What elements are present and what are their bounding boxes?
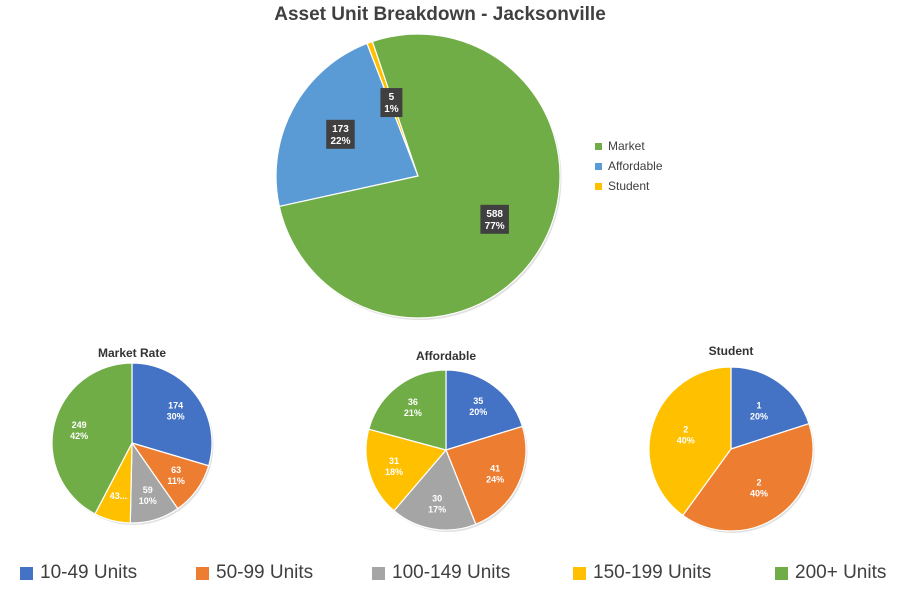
pie-slice-affordable-10-49-units — [445, 369, 524, 451]
legend-swatch — [595, 182, 602, 190]
legend-swatch — [372, 566, 385, 580]
svg-text:59: 59 — [143, 485, 153, 495]
svg-text:2: 2 — [756, 477, 761, 487]
legend-label: 150-199 Units — [593, 562, 712, 583]
svg-text:31: 31 — [389, 456, 399, 466]
pie-slice-affordable-150-199-units — [365, 428, 448, 512]
svg-text:63: 63 — [171, 465, 181, 475]
svg-text:2: 2 — [683, 424, 688, 434]
pie-title-student: Student — [709, 344, 754, 358]
svg-text:20%: 20% — [469, 407, 487, 417]
legend-item-10-49-units: 10-49 Units — [20, 562, 137, 584]
data-label-student-10-49-units: 120% — [750, 401, 768, 422]
pie-title-market-rate: Market Rate — [98, 346, 166, 360]
svg-text:42%: 42% — [70, 431, 88, 441]
legend-label: Affordable — [608, 159, 663, 173]
svg-text:249: 249 — [72, 420, 87, 430]
legend-label: 200+ Units — [795, 562, 887, 583]
svg-text:173: 173 — [332, 124, 349, 135]
svg-text:18%: 18% — [385, 467, 403, 477]
svg-text:30%: 30% — [167, 411, 185, 421]
svg-text:1%: 1% — [384, 104, 399, 115]
data-label-student-50-99-units: 240% — [750, 477, 768, 498]
pie-title-affordable: Affordable — [416, 349, 476, 363]
legend-item-50-99-units: 50-99 Units — [196, 562, 313, 584]
svg-text:11%: 11% — [167, 476, 185, 486]
svg-text:36: 36 — [408, 397, 418, 407]
legend-swatch — [775, 566, 788, 580]
svg-text:17%: 17% — [428, 505, 446, 515]
svg-text:41: 41 — [490, 463, 500, 473]
svg-text:30: 30 — [432, 494, 442, 504]
legend-label: Student — [608, 179, 650, 193]
svg-text:20%: 20% — [750, 412, 768, 422]
svg-text:35: 35 — [473, 396, 483, 406]
legend-swatch — [196, 566, 209, 580]
pie-slice-market-rate-200-units — [51, 362, 133, 515]
pie-slice-market-rate-10-49-units — [131, 362, 213, 467]
svg-text:40%: 40% — [750, 488, 768, 498]
main-legend: Market Affordable Student — [595, 136, 663, 196]
legend-item-market: Market — [595, 136, 663, 156]
pie-slice-student-50-99-units — [681, 422, 814, 532]
legend-item-200-units: 200+ Units — [775, 562, 886, 584]
legend-swatch — [20, 566, 33, 580]
bottom-legend: 10-49 Units 50-99 Units 100-149 Units 150-1… — [0, 562, 909, 588]
legend-swatch — [573, 566, 586, 580]
legend-swatch — [595, 162, 602, 170]
legend-swatch — [595, 142, 602, 150]
pie-slice-affordable-100-149-units — [393, 448, 477, 531]
legend-item-150-199-units: 150-199 Units — [573, 562, 711, 584]
data-label-main-student: 51% — [380, 88, 403, 118]
legend-item-student: Student — [595, 176, 663, 196]
svg-text:1: 1 — [756, 401, 761, 411]
pie-slice-main-market — [278, 33, 561, 319]
data-label-market-rate-150-199-units: 43... — [110, 491, 128, 501]
svg-text:5: 5 — [389, 92, 395, 103]
svg-text:10%: 10% — [139, 496, 157, 506]
pie-slice-student-150-199-units — [648, 366, 732, 517]
legend-label: 100-149 Units — [392, 562, 511, 583]
pie-slice-student-10-49-units — [730, 366, 810, 450]
svg-text:588: 588 — [486, 209, 503, 220]
svg-text:43...: 43... — [110, 491, 128, 501]
pie-slice-affordable-200-units — [368, 369, 447, 451]
data-label-student-150-199-units: 240% — [677, 424, 695, 445]
svg-text:77%: 77% — [485, 221, 505, 232]
svg-text:24%: 24% — [486, 474, 504, 484]
chart-title: Asset Unit Breakdown - Jacksonville — [274, 4, 606, 25]
pie-student: 120%240%240% — [648, 366, 815, 533]
legend-label: Market — [608, 139, 645, 153]
svg-text:40%: 40% — [677, 435, 695, 445]
legend-item-affordable: Affordable — [595, 156, 663, 176]
svg-text:21%: 21% — [404, 408, 422, 418]
legend-label: 10-49 Units — [40, 562, 138, 583]
svg-text:22%: 22% — [330, 136, 350, 147]
legend-label: 50-99 Units — [216, 562, 314, 583]
legend-item-100-149-units: 100-149 Units — [372, 562, 510, 584]
svg-text:174: 174 — [168, 400, 183, 410]
